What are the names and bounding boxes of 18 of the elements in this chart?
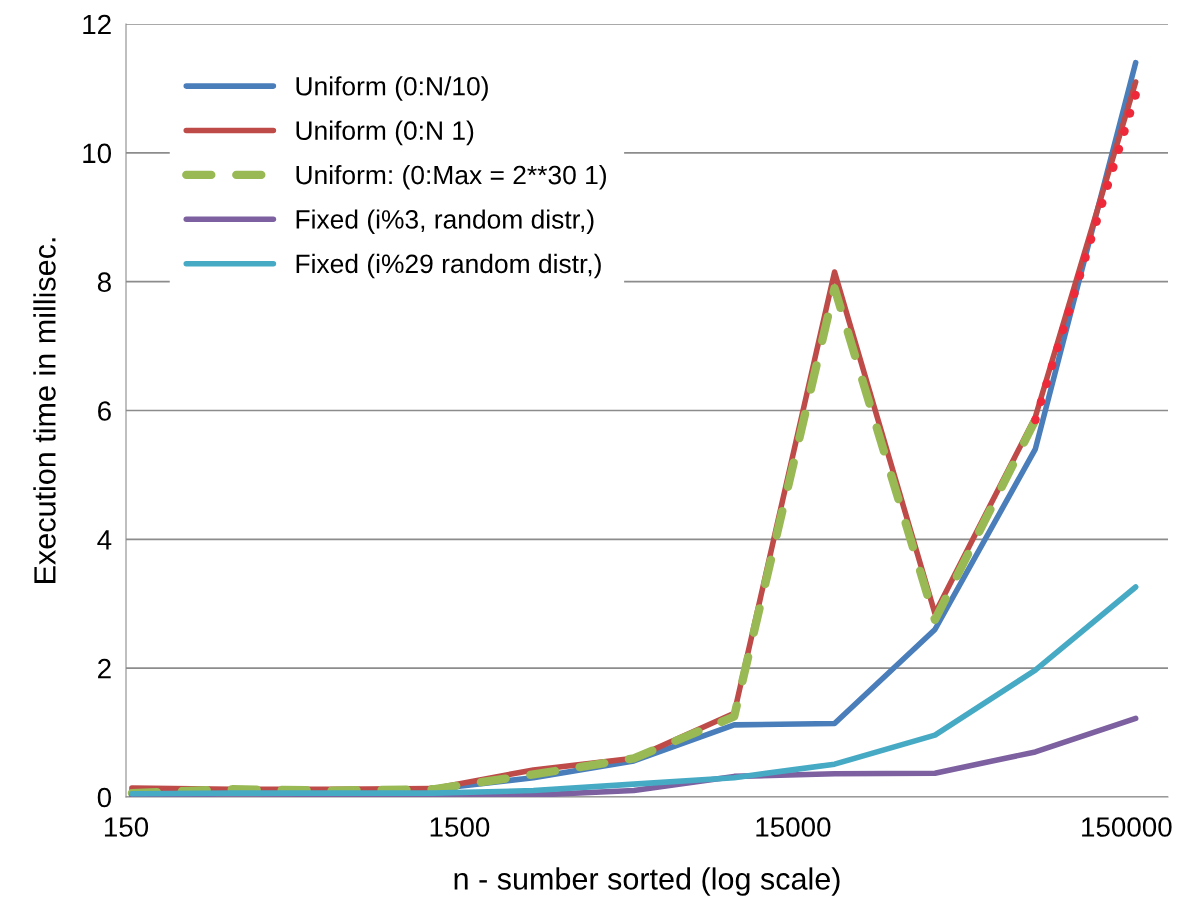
y-tick-label: 12 bbox=[83, 14, 111, 35]
y-tick-label: 10 bbox=[83, 143, 112, 164]
y-tick-label: 4 bbox=[97, 530, 112, 550]
y-tick-label: 0 bbox=[97, 787, 112, 808]
legend-label: Uniform (0:N 1) bbox=[296, 120, 474, 146]
x-tick-label: 15000 bbox=[756, 817, 831, 837]
y-tick-label: 8 bbox=[97, 272, 111, 293]
legend-label: Fixed (i%29 random distr,) bbox=[296, 253, 601, 279]
x-axis-title: n - sumber sorted (log scale) bbox=[454, 867, 840, 896]
legend-label: Uniform (0:N/10) bbox=[296, 76, 488, 101]
y-tick-label: 2 bbox=[98, 658, 111, 679]
x-tick-label: 150 bbox=[104, 817, 149, 837]
x-tick-label: 150000 bbox=[1082, 817, 1172, 837]
y-axis-title: Execution time in millisec. bbox=[33, 238, 56, 583]
y-tick-label: 6 bbox=[98, 401, 111, 421]
legend-label: Fixed (i%3, random distr,) bbox=[296, 209, 594, 234]
legend-label: Uniform: (0:Max = 2**30 1) bbox=[296, 165, 606, 190]
x-tick-label: 1500 bbox=[430, 817, 490, 837]
